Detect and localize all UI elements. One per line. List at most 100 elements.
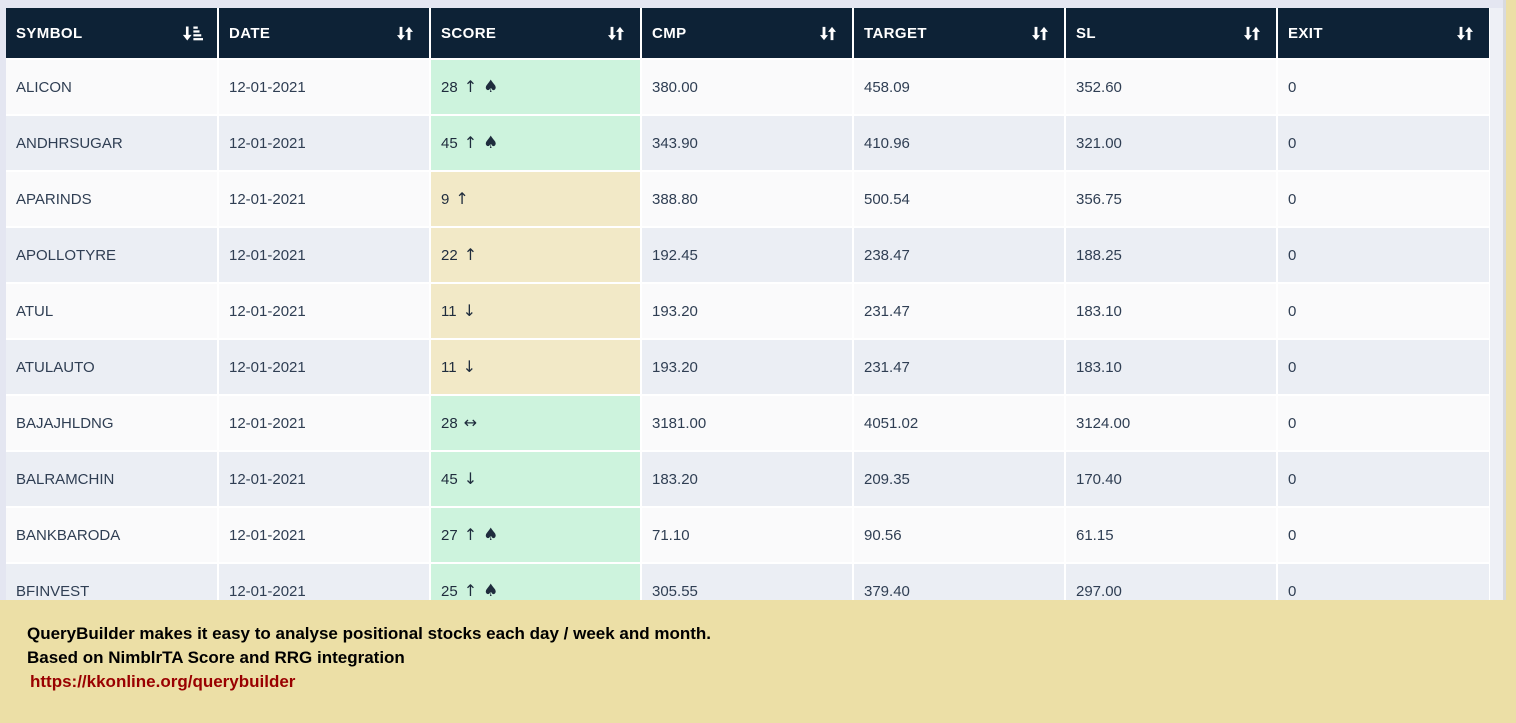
score-cell: 11 ↓ — [430, 283, 642, 340]
cmp-cell: 388.80 — [641, 171, 854, 228]
exit-cell: 0 — [1277, 171, 1491, 228]
table-header: SYMBOL DATE SCORE CMP TARGET SL EXIT — [6, 8, 1491, 60]
score-value: 22 — [441, 246, 458, 264]
sort-amount-down-icon — [182, 24, 203, 43]
target-cell: 209.35 — [853, 451, 1066, 508]
symbol-cell: BAJAJHLDNG — [6, 395, 219, 452]
table-row-atulauto: ATULAUTO 12-01-2021 11 ↓ 193.20 231.47 183.10 0 — [6, 339, 1491, 396]
trend-up-icon: ↑ — [455, 189, 469, 208]
score-cell: 28 ↔ — [430, 395, 642, 452]
right-spacer-strip — [1490, 8, 1503, 600]
spade-icon: ♠ — [483, 76, 499, 97]
stocks-table: SYMBOL DATE SCORE CMP TARGET SL EXIT ALICON 12-… — [6, 8, 1491, 620]
footer-line-2: Based on NimblrTA Score and RRG integrat… — [27, 648, 405, 667]
exit-cell: 0 — [1277, 507, 1491, 564]
date-cell: 12-01-2021 — [218, 59, 431, 116]
cmp-cell: 193.20 — [641, 339, 854, 396]
trend-down-icon: ↓ — [462, 301, 476, 320]
column-header-exit[interactable]: EXIT — [1277, 8, 1491, 60]
table-row-atul: ATUL 12-01-2021 11 ↓ 193.20 231.47 183.10 0 — [6, 283, 1491, 340]
column-header-symbol[interactable]: SYMBOL — [6, 8, 219, 60]
sort-toggle-icon — [818, 24, 838, 43]
footer-banner: QueryBuilder makes it easy to analyse po… — [0, 600, 1516, 723]
score-cell: 27 ↑ ♠ — [430, 507, 642, 564]
table-row-apollotyre: APOLLOTYRE 12-01-2021 22 ↑ 192.45 238.47 188.2… — [6, 227, 1491, 284]
target-cell: 90.56 — [853, 507, 1066, 564]
target-cell: 500.54 — [853, 171, 1066, 228]
date-cell: 12-01-2021 — [218, 171, 431, 228]
sort-toggle-icon — [395, 24, 415, 43]
cmp-cell: 192.45 — [641, 227, 854, 284]
score-cell: 45 ↑ ♠ — [430, 115, 642, 172]
cmp-cell: 193.20 — [641, 283, 854, 340]
target-cell: 231.47 — [853, 283, 1066, 340]
sort-toggle-icon — [1455, 24, 1475, 43]
symbol-cell: BANKBARODA — [6, 507, 219, 564]
score-value: 25 — [441, 582, 458, 600]
sl-cell: 321.00 — [1065, 115, 1278, 172]
score-value: 45 — [441, 134, 458, 152]
table-body: ALICON 12-01-2021 28 ↑ ♠ 380.00 458.09 352.60 0 A… — [6, 59, 1491, 620]
exit-cell: 0 — [1277, 227, 1491, 284]
target-cell: 458.09 — [853, 59, 1066, 116]
column-header-score[interactable]: SCORE — [430, 8, 642, 60]
date-cell: 12-01-2021 — [218, 507, 431, 564]
score-cell: 45 ↓ — [430, 451, 642, 508]
exit-cell: 0 — [1277, 59, 1491, 116]
column-label-cmp: CMP — [652, 24, 687, 42]
table-row-bankbaroda: BANKBARODA 12-01-2021 27 ↑ ♠ 71.10 90.56 61.15 0 — [6, 507, 1491, 564]
stocks-table-area: SYMBOL DATE SCORE CMP TARGET SL EXIT ALICON 12-… — [6, 8, 1491, 620]
sl-cell: 356.75 — [1065, 171, 1278, 228]
exit-cell: 0 — [1277, 115, 1491, 172]
right-divider — [1503, 0, 1506, 723]
score-cell: 28 ↑ ♠ — [430, 59, 642, 116]
sl-cell: 188.25 — [1065, 227, 1278, 284]
symbol-cell: ALICON — [6, 59, 219, 116]
table-row-alicon: ALICON 12-01-2021 28 ↑ ♠ 380.00 458.09 352.60 0 — [6, 59, 1491, 116]
date-cell: 12-01-2021 — [218, 115, 431, 172]
score-cell: 11 ↓ — [430, 339, 642, 396]
sl-cell: 170.40 — [1065, 451, 1278, 508]
date-cell: 12-01-2021 — [218, 283, 431, 340]
score-cell: 22 ↑ — [430, 227, 642, 284]
cmp-cell: 380.00 — [641, 59, 854, 116]
sort-toggle-icon — [1242, 24, 1262, 43]
trend-up-icon: ↑ — [463, 525, 478, 544]
trend-down-icon: ↓ — [462, 357, 476, 376]
trend-up-icon: ↑ — [463, 581, 478, 600]
column-header-sl[interactable]: SL — [1065, 8, 1278, 60]
column-label-target: TARGET — [864, 24, 927, 42]
score-value: 28 — [441, 78, 458, 96]
exit-cell: 0 — [1277, 451, 1491, 508]
column-header-date[interactable]: DATE — [218, 8, 431, 60]
date-cell: 12-01-2021 — [218, 227, 431, 284]
symbol-cell: APARINDS — [6, 171, 219, 228]
sl-cell: 352.60 — [1065, 59, 1278, 116]
cmp-cell: 71.10 — [641, 507, 854, 564]
target-cell: 410.96 — [853, 115, 1066, 172]
column-header-target[interactable]: TARGET — [853, 8, 1066, 60]
symbol-cell: ANDHRSUGAR — [6, 115, 219, 172]
trend-flat-icon: ↔ — [463, 413, 478, 432]
score-value: 28 — [441, 414, 458, 432]
sl-cell: 183.10 — [1065, 339, 1278, 396]
table-row-bajajhldng: BAJAJHLDNG 12-01-2021 28 ↔ 3181.00 4051.02 312… — [6, 395, 1491, 452]
column-label-date: DATE — [229, 24, 271, 42]
symbol-cell: APOLLOTYRE — [6, 227, 219, 284]
sort-toggle-icon — [1030, 24, 1050, 43]
column-label-score: SCORE — [441, 24, 497, 42]
column-label-sl: SL — [1076, 24, 1096, 42]
exit-cell: 0 — [1277, 283, 1491, 340]
score-value: 11 — [441, 302, 457, 320]
column-header-cmp[interactable]: CMP — [641, 8, 854, 60]
column-label-exit: EXIT — [1288, 24, 1323, 42]
trend-up-icon: ↑ — [463, 77, 478, 96]
column-label-symbol: SYMBOL — [16, 24, 83, 42]
sl-cell: 183.10 — [1065, 283, 1278, 340]
symbol-cell: ATUL — [6, 283, 219, 340]
target-cell: 4051.02 — [853, 395, 1066, 452]
date-cell: 12-01-2021 — [218, 451, 431, 508]
footer-link[interactable]: https://kkonline.org/querybuilder — [30, 672, 296, 691]
target-cell: 238.47 — [853, 227, 1066, 284]
